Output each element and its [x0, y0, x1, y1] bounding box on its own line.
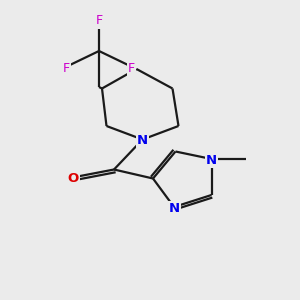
Text: F: F — [128, 61, 135, 75]
Text: N: N — [206, 154, 217, 167]
Text: N: N — [168, 202, 180, 215]
Text: N: N — [137, 134, 148, 148]
Text: F: F — [63, 61, 70, 75]
Text: F: F — [95, 14, 103, 28]
Text: O: O — [68, 172, 79, 185]
